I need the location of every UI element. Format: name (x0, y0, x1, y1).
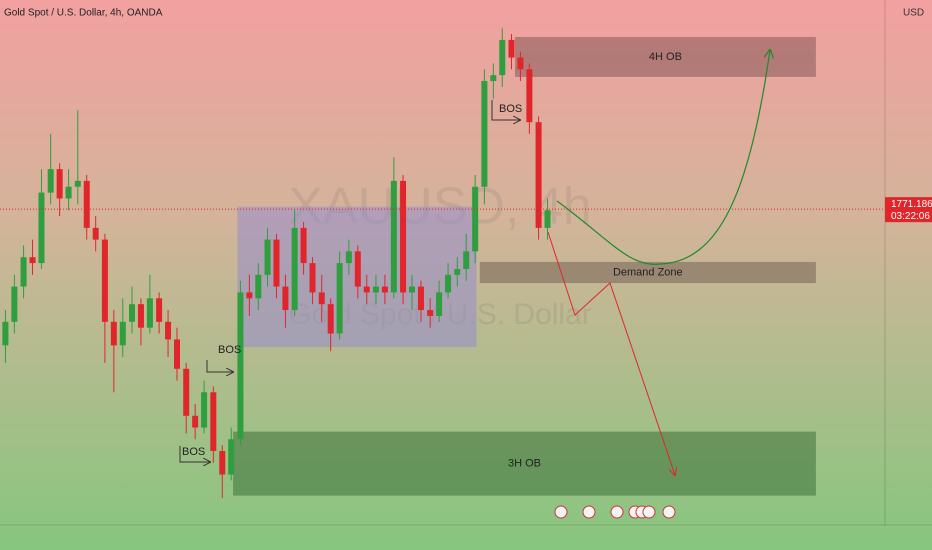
candle-body (237, 292, 244, 440)
candle-body (390, 180, 397, 293)
candle-body (517, 57, 524, 70)
candle-body (318, 292, 325, 305)
candle-body (174, 339, 180, 369)
candle-body (417, 286, 424, 311)
projection-up (556, 50, 770, 265)
candle-body (454, 268, 461, 275)
candle-body (345, 251, 352, 264)
currency-label: USD (903, 8, 924, 19)
candle-body (508, 39, 515, 58)
candle-body (192, 415, 199, 428)
bos-label: BOS (182, 446, 205, 458)
zone (479, 261, 816, 284)
candle-body (92, 227, 99, 240)
last-price-box (885, 197, 932, 223)
candle-body (336, 263, 343, 334)
candle-body (56, 169, 63, 199)
bos-label: BOS (499, 103, 522, 115)
candle-body (29, 257, 36, 264)
zone-label: 4H OB (649, 51, 682, 63)
candle-body (101, 239, 108, 322)
candle-body (409, 286, 416, 293)
zone-label: Demand Zone (613, 266, 683, 278)
candle-body (427, 310, 434, 316)
candle-body (327, 304, 334, 334)
candle-body (74, 180, 81, 187)
candle-body (20, 257, 27, 287)
candle-body (499, 39, 506, 76)
candle-body (156, 298, 163, 322)
candle-body (445, 274, 452, 293)
candle-body (300, 227, 307, 264)
candle-body (201, 392, 208, 428)
candle-body (210, 392, 217, 452)
candle-body (65, 186, 72, 199)
candle-body (436, 292, 443, 316)
candle-body (137, 304, 144, 328)
candle-body (309, 263, 316, 293)
candle-body (526, 69, 533, 123)
candle-body (273, 239, 280, 287)
candle-body (38, 192, 45, 264)
candle-body (400, 180, 407, 293)
candle-body (165, 321, 172, 340)
candle-body (11, 286, 18, 322)
candle-body (47, 169, 54, 193)
candle-body (246, 292, 253, 299)
bos-arrow (491, 100, 520, 120)
candle-body (472, 186, 479, 252)
candle-body (2, 321, 9, 346)
bos-arrow (179, 446, 210, 462)
candle-body (381, 286, 388, 293)
candle-body (219, 451, 226, 475)
candle-body (119, 321, 126, 346)
candle-body (363, 286, 370, 293)
zone-label: 3H OB (508, 458, 541, 470)
countdown-label: 03:22:06 (891, 211, 930, 222)
candle-body (129, 304, 136, 322)
candle-body (463, 251, 470, 269)
candle-body (291, 227, 298, 311)
last-price-label: 1771.186 (891, 199, 932, 210)
candle-body (183, 368, 190, 416)
candle-body (255, 274, 262, 299)
candle-body (228, 439, 235, 475)
zone (233, 431, 816, 496)
bos-label: BOS (218, 344, 241, 356)
candle-body (372, 286, 379, 293)
candle-body (544, 210, 551, 228)
candle-body (282, 286, 289, 311)
candle-body (354, 251, 361, 287)
event-icons (554, 505, 676, 519)
candle-body (146, 298, 153, 328)
chart-title: Gold Spot / U.S. Dollar, 4h, OANDA (4, 8, 163, 19)
candle-body (490, 75, 497, 82)
candle-body (110, 321, 117, 346)
bos-arrow (206, 360, 233, 372)
candle-body (535, 122, 542, 228)
candle-body (83, 180, 90, 228)
projection-down (547, 231, 675, 475)
candle-body (264, 239, 271, 275)
candle-body (481, 81, 488, 187)
